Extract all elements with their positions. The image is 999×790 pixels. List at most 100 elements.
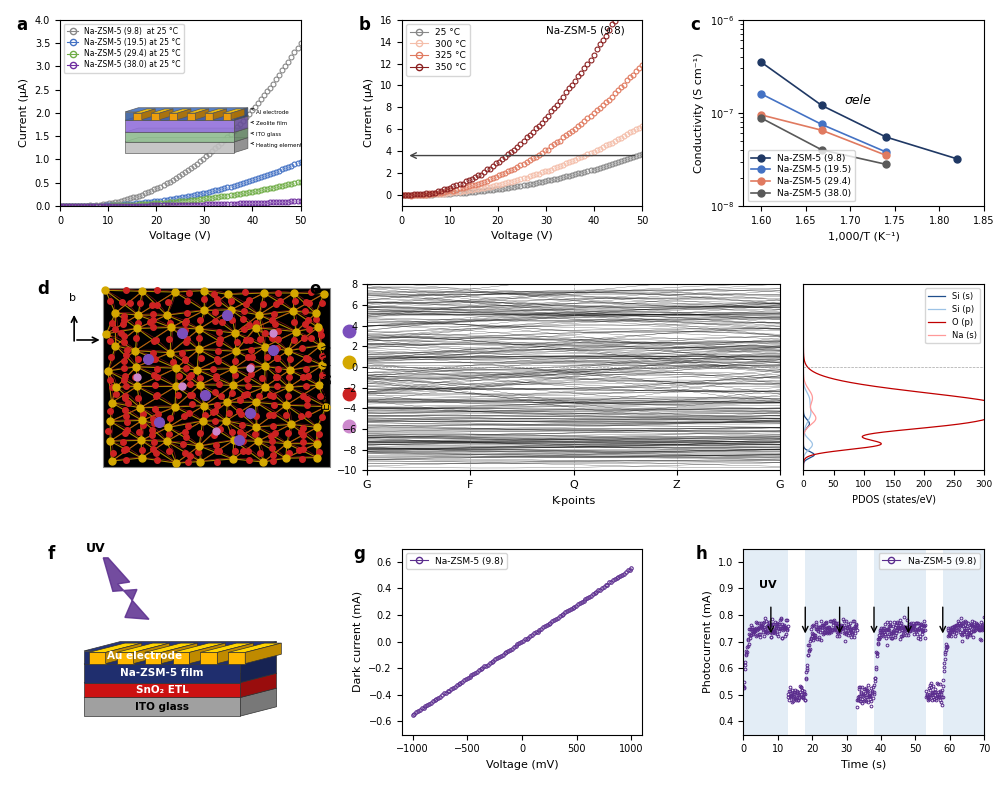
Legend: Na-ZSM-5 (9.8): Na-ZSM-5 (9.8) xyxy=(879,553,979,570)
Na (s) xyxy=(797,280,809,289)
Text: ITO glass: ITO glass xyxy=(135,702,189,712)
Polygon shape xyxy=(84,688,277,698)
Text: UV: UV xyxy=(759,581,776,590)
Text: a: a xyxy=(108,335,115,345)
Text: O: O xyxy=(370,389,378,399)
Text: Na⁺: Na⁺ xyxy=(370,325,391,336)
Polygon shape xyxy=(173,653,190,664)
Na (s) xyxy=(797,317,809,326)
O (p) xyxy=(797,465,809,475)
Y-axis label: Current (μA): Current (μA) xyxy=(19,78,29,148)
Si (p) xyxy=(797,465,809,475)
O (p) xyxy=(797,338,809,348)
Si (s) xyxy=(797,384,809,393)
Polygon shape xyxy=(103,558,149,619)
Legend: Na-ZSM-5 (9.8), Na-ZSM-5 (19.5), Na-ZSM-5 (29.4), Na-ZSM-5 (38.0): Na-ZSM-5 (9.8), Na-ZSM-5 (19.5), Na-ZSM-… xyxy=(748,150,854,201)
Si (s) xyxy=(797,390,809,400)
Polygon shape xyxy=(229,653,245,664)
Legend: Na-ZSM-5 (9.8)  at 25 °C, Na-ZSM-5 (19.5) at 25 °C, Na-ZSM-5 (29.4) at 25 °C, Na: Na-ZSM-5 (9.8) at 25 °C, Na-ZSM-5 (19.5)… xyxy=(64,24,184,73)
Text: σele: σele xyxy=(844,94,871,107)
Text: Na-ZSM-5 (9.8): Na-ZSM-5 (9.8) xyxy=(546,25,624,36)
Polygon shape xyxy=(89,643,142,653)
Legend: 25 °C, 300 °C, 325 °C, 350 °C: 25 °C, 300 °C, 325 °C, 350 °C xyxy=(407,24,470,76)
Y-axis label: Dark current (mA): Dark current (mA) xyxy=(353,591,363,692)
Y-axis label: Photocurrent (mA): Photocurrent (mA) xyxy=(702,590,712,693)
Polygon shape xyxy=(84,655,277,664)
Si (s) xyxy=(803,446,815,456)
Polygon shape xyxy=(134,643,170,664)
Na (s) xyxy=(806,390,818,400)
O (p) xyxy=(797,280,809,289)
Bar xyxy=(805,548,857,735)
X-axis label: Time (s): Time (s) xyxy=(841,760,886,770)
Y-axis label: Current (μA): Current (μA) xyxy=(364,78,374,148)
Polygon shape xyxy=(241,641,277,664)
Si (p) xyxy=(797,280,809,289)
Polygon shape xyxy=(241,655,277,683)
Polygon shape xyxy=(190,643,226,664)
Si (p) xyxy=(797,338,809,348)
Si (s) xyxy=(797,321,809,330)
X-axis label: K-points: K-points xyxy=(551,495,595,506)
Polygon shape xyxy=(145,643,198,653)
Na (s) xyxy=(797,446,809,456)
Legend: Si (s), Si (p), O (p), Na (s): Si (s), Si (p), O (p), Na (s) xyxy=(925,288,980,344)
Si (s) xyxy=(797,317,809,326)
X-axis label: 1,000/T (K⁻¹): 1,000/T (K⁻¹) xyxy=(828,231,900,241)
Text: a: a xyxy=(17,16,28,34)
Si (s) xyxy=(797,280,809,289)
Bar xyxy=(103,288,330,467)
Text: c: c xyxy=(690,16,700,34)
Text: SnO₂ ETL: SnO₂ ETL xyxy=(136,685,189,695)
Y-axis label: Conductivity (S cm⁻¹): Conductivity (S cm⁻¹) xyxy=(694,53,704,173)
Polygon shape xyxy=(218,643,254,664)
Legend: Na-ZSM-5 (9.8): Na-ZSM-5 (9.8) xyxy=(407,553,507,570)
Polygon shape xyxy=(84,641,277,651)
Text: Au electrode: Au electrode xyxy=(107,651,182,660)
O (p) xyxy=(883,384,895,393)
Bar xyxy=(943,548,984,735)
Polygon shape xyxy=(117,643,170,653)
Polygon shape xyxy=(201,643,254,653)
Text: h: h xyxy=(695,545,707,562)
X-axis label: Voltage (V): Voltage (V) xyxy=(150,231,211,241)
Si (p) xyxy=(799,384,811,393)
Si (p) xyxy=(802,390,814,400)
X-axis label: Voltage (V): Voltage (V) xyxy=(492,231,552,241)
Na (s) xyxy=(797,338,809,348)
Polygon shape xyxy=(241,673,277,698)
Text: Al: Al xyxy=(370,420,380,431)
Line: Na (s): Na (s) xyxy=(803,284,816,470)
Text: Si: Si xyxy=(370,357,380,367)
O (p) xyxy=(797,317,809,326)
X-axis label: Voltage (mV): Voltage (mV) xyxy=(486,760,558,770)
Si (s) xyxy=(797,338,809,348)
O (p) xyxy=(797,321,809,330)
Si (s) xyxy=(797,465,809,475)
Line: O (p): O (p) xyxy=(803,284,999,470)
Polygon shape xyxy=(162,643,198,664)
Polygon shape xyxy=(145,653,162,664)
Bar xyxy=(743,548,788,735)
Polygon shape xyxy=(84,698,241,716)
Polygon shape xyxy=(229,643,282,653)
Polygon shape xyxy=(117,653,134,664)
X-axis label: PDOS (states/eV): PDOS (states/eV) xyxy=(852,495,936,505)
Line: Si (s): Si (s) xyxy=(803,284,814,470)
Si (p) xyxy=(801,446,813,456)
Na (s) xyxy=(802,384,814,393)
Polygon shape xyxy=(241,688,277,716)
Si (p) xyxy=(797,317,809,326)
Line: Si (p): Si (p) xyxy=(803,284,812,470)
Si (p) xyxy=(797,321,809,330)
Polygon shape xyxy=(84,683,241,698)
Polygon shape xyxy=(106,643,142,664)
Na (s) xyxy=(797,465,809,475)
Polygon shape xyxy=(173,643,226,653)
Text: Na-ZSM-5 film: Na-ZSM-5 film xyxy=(121,668,204,679)
Text: d: d xyxy=(37,280,49,299)
Y-axis label: Energy (eV): Energy (eV) xyxy=(322,344,332,410)
Na (s) xyxy=(797,321,809,330)
Text: b: b xyxy=(359,16,371,34)
O (p) xyxy=(939,390,951,400)
